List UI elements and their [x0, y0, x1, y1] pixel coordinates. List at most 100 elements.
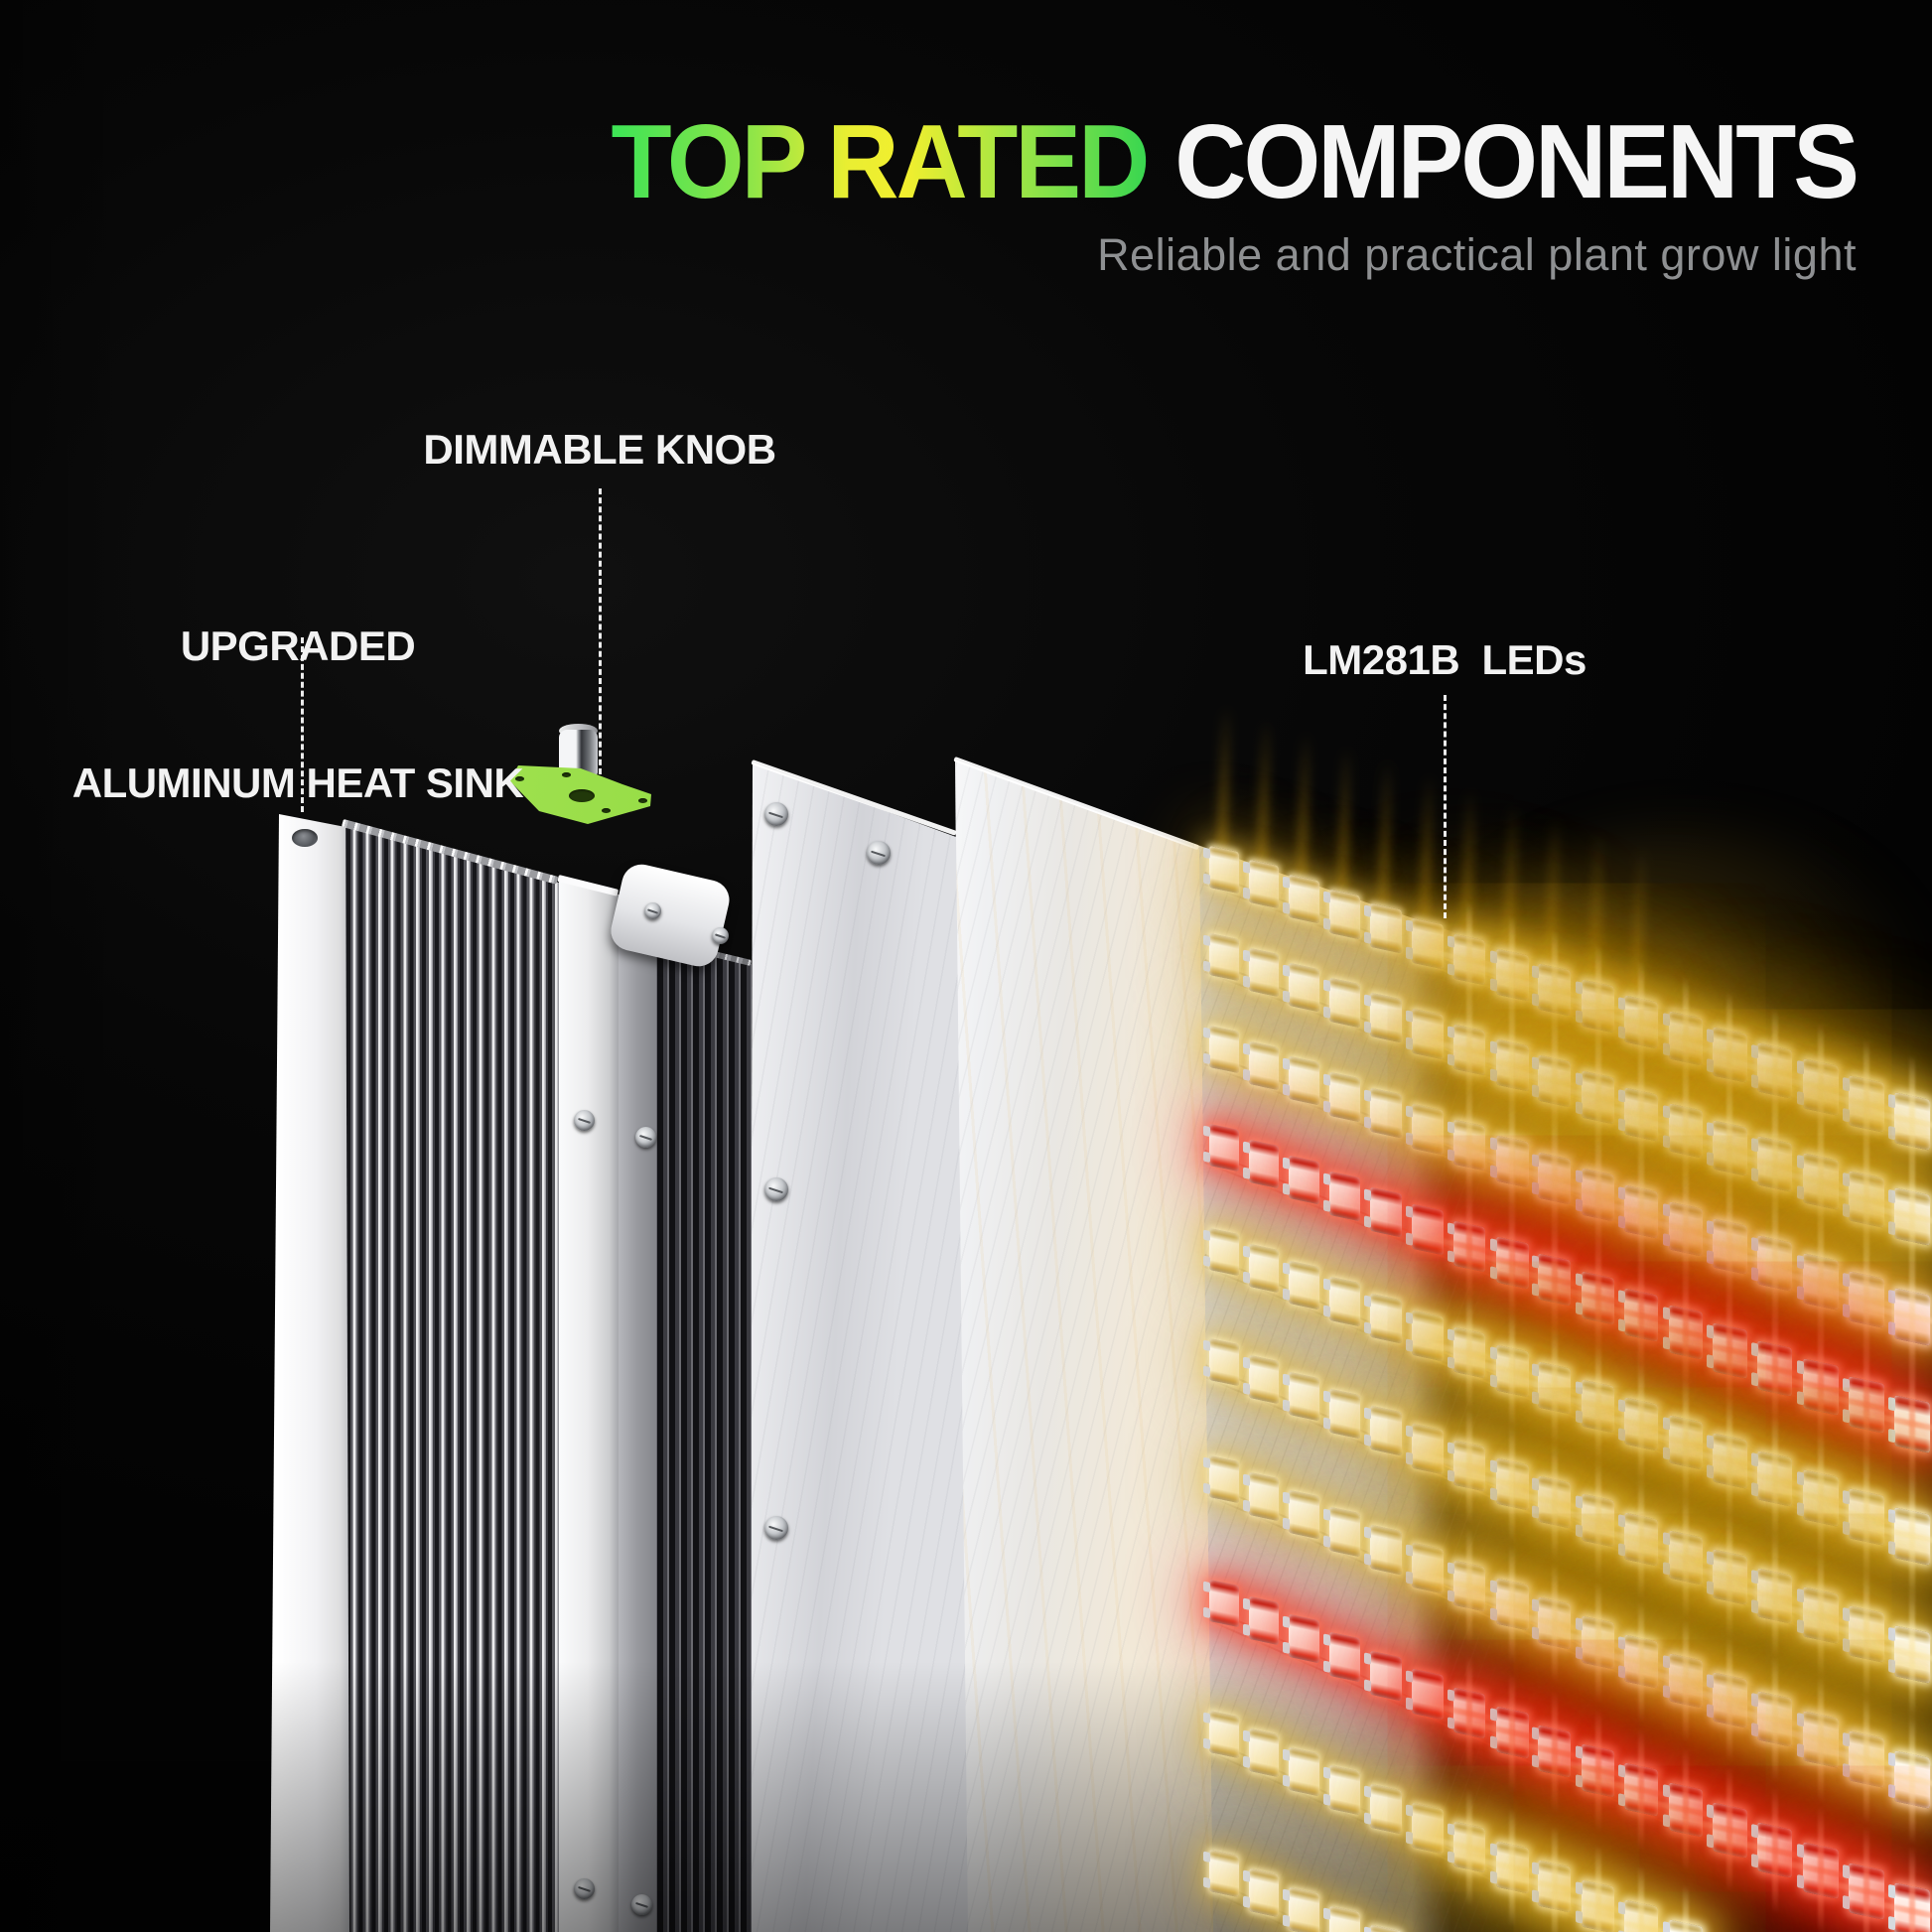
led-chip-warm — [1812, 1569, 1920, 1701]
led-chip-warm — [1634, 1379, 1737, 1505]
led-chip-warm — [1421, 1086, 1518, 1204]
dimmer-plate-hole-small — [562, 772, 571, 777]
led-chip-red — [1289, 1614, 1320, 1664]
led-chip-red — [1370, 1650, 1402, 1702]
heatsink-screw — [574, 1110, 595, 1131]
led-chip-warm — [1209, 932, 1239, 982]
led-chip-warm — [1812, 1450, 1920, 1583]
page-title-rest: COMPONENTS — [1174, 102, 1860, 221]
led-chip-warm — [1505, 1117, 1604, 1239]
led-chip-red — [1249, 1139, 1280, 1188]
bracket-screw — [712, 927, 729, 944]
led-chip-warm — [1329, 1388, 1361, 1439]
led-chip-warm — [1634, 975, 1737, 1101]
led-chip-warm — [1505, 929, 1604, 1051]
led-chip-red — [1859, 1845, 1932, 1932]
led-chip-red — [1421, 1654, 1518, 1772]
led-chip-warm — [1590, 1477, 1693, 1601]
led-chip-warm — [1209, 1227, 1239, 1277]
led-chip-warm — [1767, 1550, 1873, 1681]
led-chip-warm — [1767, 1022, 1873, 1153]
led-chip-warm — [1505, 1442, 1604, 1564]
led-chip-warm — [1462, 1006, 1561, 1126]
led-chip-warm — [1329, 1277, 1361, 1327]
led-chip-warm — [1209, 1710, 1239, 1759]
led-chip-warm — [1329, 889, 1361, 939]
panel-screw — [764, 802, 788, 826]
led-chip-warm — [1249, 1244, 1280, 1294]
led-chip-red — [1767, 1805, 1873, 1932]
heatsink-screw — [631, 1894, 652, 1915]
headline-block: TOP RATED COMPONENTS Reliable and practic… — [612, 106, 1860, 281]
led-chip-warm — [1723, 1007, 1828, 1135]
led-chip-red — [1412, 1668, 1444, 1721]
led-chip-warm — [1505, 1826, 1604, 1932]
led-chip-warm — [1249, 947, 1280, 997]
led-chip-warm — [1678, 1636, 1782, 1763]
led-chip-warm — [1634, 1495, 1737, 1621]
led-chip-warm — [1412, 1310, 1444, 1362]
led-chip-warm — [1812, 1694, 1920, 1825]
glow-streak — [1256, 718, 1272, 869]
led-chip-warm — [1548, 1344, 1648, 1467]
led-chip-warm — [1289, 1371, 1320, 1422]
led-chip-red — [1505, 1219, 1604, 1341]
led-chip-warm — [1548, 1845, 1648, 1932]
dimmer-plate-hole-small — [638, 798, 647, 803]
led-chip-warm — [1289, 1260, 1320, 1311]
led-chip-warm — [1370, 993, 1402, 1043]
led-chip-red — [1249, 1596, 1280, 1646]
led-chip-warm — [1329, 977, 1361, 1028]
led-chip-warm — [1289, 962, 1320, 1013]
led-chip-red — [1723, 1786, 1828, 1914]
led-chip-warm — [1370, 1087, 1402, 1139]
led-chip-warm — [1634, 1166, 1737, 1292]
led-chip-warm — [1548, 944, 1648, 1067]
leader-line-heatsink — [301, 637, 304, 812]
page-subtitle: Reliable and practical plant grow light — [1097, 229, 1857, 280]
panel-screw — [764, 1177, 788, 1201]
led-chip-warm — [1678, 1513, 1782, 1641]
led-chip-warm — [1723, 1100, 1828, 1229]
led-chip-warm — [1370, 903, 1402, 954]
led-chip-warm — [1462, 1425, 1561, 1545]
led-chip-warm — [1289, 1489, 1320, 1539]
led-chip-warm — [1723, 1415, 1828, 1544]
led-chip-red — [1329, 1632, 1361, 1683]
led-chip-warm — [1462, 1311, 1561, 1431]
led-chip-warm — [1590, 1150, 1693, 1274]
led-chip-red — [1548, 1236, 1648, 1359]
led-chip-red — [1678, 1766, 1782, 1893]
heatsink-screw — [635, 1127, 656, 1148]
led-chip-warm — [1505, 1563, 1604, 1684]
led-chip-warm — [1859, 1469, 1932, 1602]
led-chip-red — [1812, 1825, 1920, 1932]
led-chip-warm — [1859, 1150, 1932, 1283]
page-title: TOP RATED COMPONENTS — [612, 106, 1860, 217]
led-chip-warm — [1412, 1542, 1444, 1593]
glow-streak — [1216, 705, 1232, 855]
led-chip-warm — [1678, 1084, 1782, 1211]
led-chip-warm — [1209, 845, 1239, 895]
led-chip-warm — [1421, 1407, 1518, 1526]
glow-streak — [1336, 746, 1352, 896]
led-chip-warm — [1812, 1133, 1920, 1265]
led-chip-red — [1289, 1155, 1320, 1205]
led-chip-warm — [1329, 1506, 1361, 1557]
glow-streak — [1460, 788, 1476, 938]
led-chip-warm — [1462, 914, 1561, 1035]
dimmer-plate-hole — [569, 789, 595, 802]
led-chip-red — [1505, 1691, 1604, 1812]
led-chip-warm — [1634, 1068, 1737, 1193]
led-chip-warm — [1505, 1327, 1604, 1449]
led-chip-warm — [1548, 1459, 1648, 1583]
callout-dimmable-knob: DIMMABLE KNOB — [423, 426, 776, 473]
led-chip-red — [1723, 1305, 1828, 1433]
bracket-screw — [644, 902, 661, 919]
led-chip-warm — [1462, 1807, 1561, 1927]
